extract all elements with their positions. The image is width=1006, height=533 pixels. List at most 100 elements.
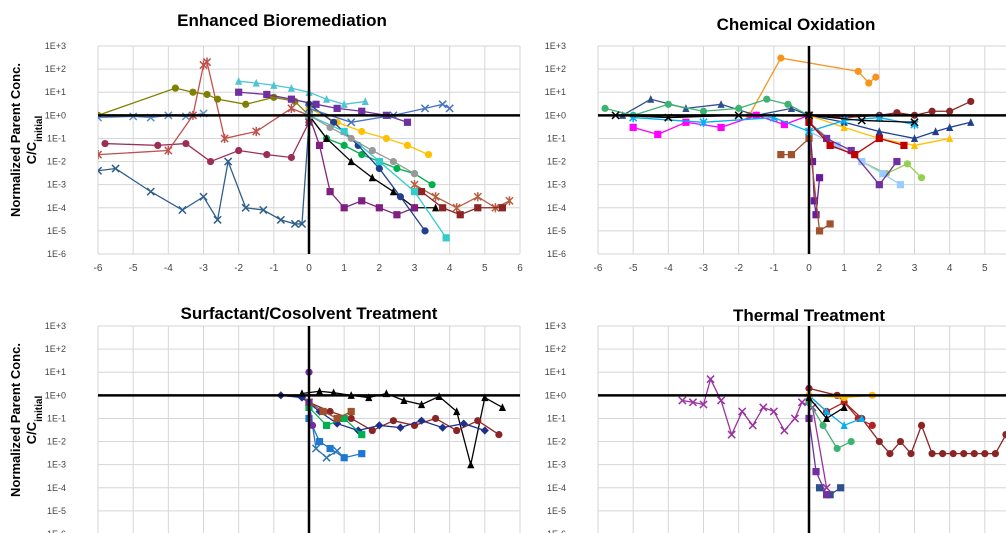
data-point (717, 123, 725, 132)
data-point (358, 450, 366, 458)
series-line (604, 98, 810, 117)
data-point (840, 403, 848, 412)
data-point (259, 205, 268, 215)
data-point (875, 134, 883, 143)
series-11 (305, 111, 419, 219)
data-point (865, 79, 873, 87)
data-point (928, 107, 936, 115)
data-point (270, 81, 278, 89)
y-tick-label: 1E-2 (47, 157, 66, 167)
data-point (833, 141, 841, 150)
data-point (474, 204, 482, 212)
y-tick-label: 1E-1 (47, 133, 66, 143)
data-point (421, 227, 429, 235)
data-point (847, 146, 855, 155)
series-17 (305, 111, 419, 178)
data-point (326, 444, 334, 453)
y-tick-label: 1E+1 (45, 87, 66, 97)
chart-panel-3: Surfactant/Cosolvent Treatment 1E+3 1E+2 1E… (45, 304, 521, 533)
y-tick-label: 1E+1 (45, 367, 66, 377)
series-line (308, 103, 426, 232)
data-point (868, 421, 876, 430)
data-point (146, 187, 155, 196)
x-tick-label: 4 (947, 263, 953, 274)
data-point (340, 454, 348, 462)
chart-title: Enhanced Bioremediation (177, 11, 387, 30)
data-point (717, 100, 725, 108)
data-point (375, 421, 384, 430)
data-point (375, 204, 383, 212)
data-point (812, 468, 820, 476)
data-point (365, 393, 373, 402)
data-point (326, 123, 334, 132)
data-point (822, 491, 831, 499)
data-point (1002, 430, 1006, 439)
data-point (858, 414, 866, 423)
y-tick-label: 1E-5 (547, 506, 566, 516)
y-tick-label: 1E-2 (547, 157, 566, 167)
y-tick-label: 1E+0 (545, 390, 566, 400)
data-point (322, 421, 331, 430)
data-point (375, 157, 383, 166)
x-tick-label: 3 (912, 263, 918, 274)
data-point (654, 130, 662, 138)
data-point (326, 407, 334, 416)
data-point (784, 100, 792, 108)
data-point (287, 95, 296, 103)
series-line (308, 401, 352, 420)
data-point (375, 164, 383, 173)
data-point (727, 430, 736, 439)
data-point (445, 104, 454, 113)
data-point (903, 160, 912, 168)
data-point (459, 419, 468, 428)
data-point (263, 150, 271, 159)
chart-title: Surfactant/Cosolvent Treatment (181, 304, 438, 323)
series-2 (805, 384, 1006, 458)
y-tick-label: 1E-6 (47, 529, 66, 533)
data-point (858, 157, 866, 166)
data-point (340, 100, 348, 108)
chart-panel-1: Enhanced Bioremediation 1E+3 1E+2 1E+1 1E+0 1… (45, 11, 524, 274)
data-point (154, 141, 162, 150)
data-point (396, 193, 405, 201)
x-tick-label: -3 (699, 263, 708, 274)
y-tick-label: 1E-2 (547, 437, 566, 447)
data-point (453, 426, 461, 435)
series-line (748, 57, 877, 116)
x-tick-label: 0 (306, 263, 312, 274)
data-point (368, 426, 376, 435)
data-point (178, 205, 187, 215)
data-point (872, 73, 880, 81)
data-point (498, 403, 507, 412)
data-point (431, 192, 440, 202)
data-point (393, 164, 401, 173)
data-point (223, 157, 233, 166)
data-point (410, 188, 419, 196)
data-point (322, 453, 331, 462)
data-point (199, 192, 208, 201)
data-point (220, 133, 229, 144)
data-point (206, 157, 215, 166)
data-point (917, 174, 926, 182)
data-point (213, 95, 222, 103)
series-line (308, 114, 415, 175)
data-point (432, 203, 440, 212)
data-point (417, 188, 426, 196)
data-point (347, 414, 355, 423)
y-tick-label: 1E-3 (547, 180, 566, 190)
data-point (699, 400, 708, 409)
data-point (991, 450, 999, 458)
data-point (815, 484, 824, 492)
data-point (315, 387, 324, 395)
y-axis-label-bottom: Normalized Parent Conc. (8, 343, 23, 497)
data-point (358, 107, 366, 115)
data-point (164, 145, 173, 156)
data-point (389, 417, 397, 425)
data-point (333, 104, 341, 112)
data-point (333, 414, 341, 423)
y-tick-label: 1E+2 (45, 344, 66, 354)
y-tick-label: 1E-6 (547, 249, 566, 259)
data-point (735, 104, 743, 112)
y-tick-label: 1E-5 (547, 226, 566, 236)
series-line (414, 184, 510, 209)
